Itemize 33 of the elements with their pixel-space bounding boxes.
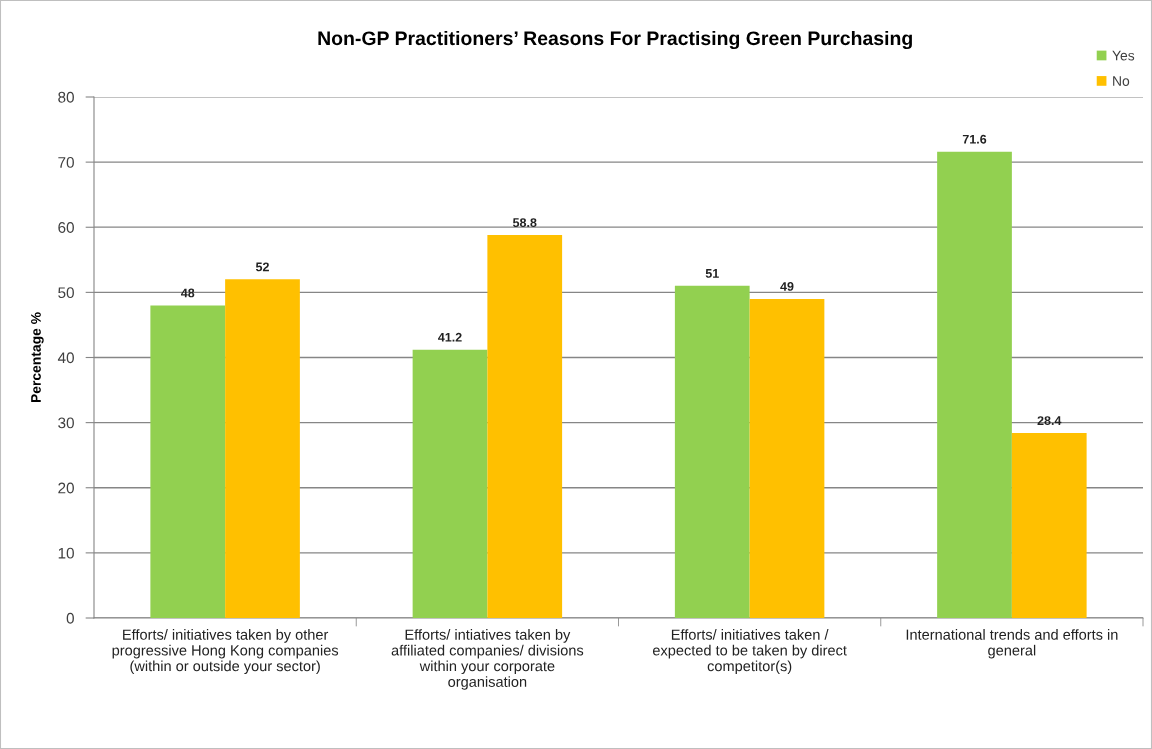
data-label: 41.2 [438, 332, 462, 342]
bar [412, 349, 488, 618]
y-tick-label: 70 [58, 156, 74, 168]
data-label: 48 [180, 288, 195, 298]
data-label: 28.4 [1037, 416, 1062, 426]
y-tick-label: 60 [58, 222, 74, 233]
y-tick-label: 50 [58, 287, 74, 299]
data-label: 49 [780, 282, 794, 291]
y-tick-label: 0 [66, 612, 74, 624]
bar [225, 279, 300, 618]
x-tick-label: Efforts/ intiatives taken by affiliated companies/ divisions within your corporate organisation [391, 629, 584, 690]
bar [1011, 433, 1087, 618]
data-label: 51 [705, 269, 719, 278]
data-label: 58.8 [512, 218, 537, 228]
x-tick-label: Efforts/ initiatives taken by other progressive Hong Kong companies (within or outside your sector) [112, 629, 339, 675]
y-tick-label: 10 [58, 547, 74, 559]
data-label: 71.6 [962, 134, 987, 144]
bar [150, 305, 226, 618]
y-axis-title: Percentage % [31, 312, 44, 403]
x-tick-label: Efforts/ initiatives taken / expected to be taken by direct competitor(s) [652, 629, 847, 675]
legend-label: No [1113, 76, 1130, 86]
bar [749, 298, 825, 618]
y-tick-label: 40 [57, 352, 74, 364]
legend-label: Yes [1112, 50, 1135, 61]
y-tick-label: 20 [58, 482, 74, 494]
x-tick-label: International trends and efforts in general [906, 629, 1118, 659]
bar [674, 285, 750, 618]
data-label: 52 [255, 262, 269, 272]
bar [937, 151, 1012, 618]
bar [487, 235, 563, 618]
y-tick-label: 30 [58, 417, 74, 429]
chart-title: Non-GP Practitioners’ Reasons For Practising Green Purchasing [318, 30, 912, 50]
y-tick-label: 80 [58, 91, 74, 103]
